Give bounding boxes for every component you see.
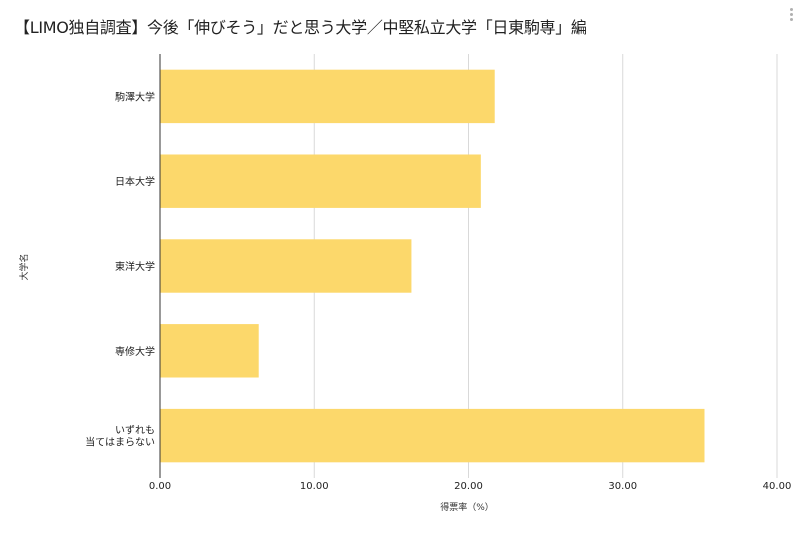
y-axis-title: 大学名 [18,253,30,280]
bar[interactable] [160,239,412,293]
x-tick-label: 20.00 [454,481,483,492]
x-tick-label: 40.00 [763,481,792,492]
x-axis-title: 得票率（%） [440,501,494,513]
bar[interactable] [160,408,705,463]
bar[interactable] [160,154,481,208]
category-label: 日本大学 [115,175,155,188]
category-label: 専修大学 [115,345,155,358]
bars [160,69,705,463]
category-label: 東洋大学 [115,260,155,273]
x-tick-label: 10.00 [300,481,329,492]
category-label: いずれも当てはまらない [85,425,155,449]
chart-title: 【LIMO独自調査】今後「伸びそう」だと思う大学／中堅私立大学「日東駒専」編 [14,18,587,37]
bar[interactable] [160,69,495,124]
bar[interactable] [160,324,259,378]
x-tick-label: 30.00 [608,481,637,492]
category-label: 駒澤大学 [115,90,155,103]
x-tick-label: 0.00 [149,481,171,492]
more-vertical-icon[interactable] [790,6,796,23]
x-tick-labels: 0.00 10.00 20.00 30.00 40.00 [149,481,791,492]
